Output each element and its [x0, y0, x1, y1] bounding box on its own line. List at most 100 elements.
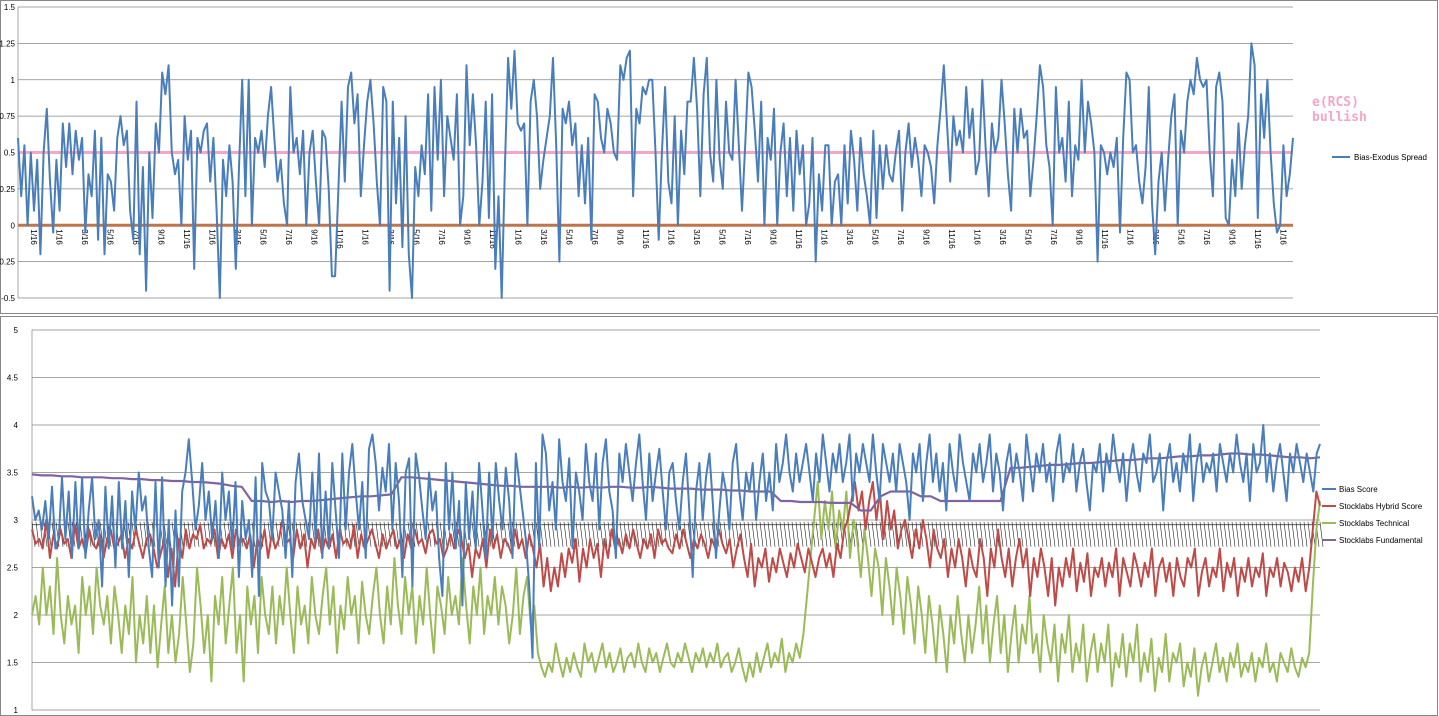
x-tick-mark: [979, 521, 984, 547]
x-tick-mark: [543, 521, 548, 547]
x-tick-mark: [1287, 521, 1292, 547]
x-tick-mark: [1251, 521, 1256, 547]
x-tick-mark: [1295, 521, 1300, 547]
x-tick-mark: [99, 521, 104, 547]
x-tick-mark: [1211, 521, 1216, 547]
x-tick-label: 3/16: [692, 229, 701, 245]
x-tick-mark: [1303, 521, 1308, 547]
x-tick-mark: [1139, 521, 1144, 547]
x-tick-label: 1/16: [819, 229, 828, 245]
y-tick-label: 4.5: [7, 374, 19, 383]
x-tick-label: 5/16: [105, 229, 114, 245]
x-tick-mark: [635, 521, 640, 547]
x-tick-label: 1/16: [666, 229, 675, 245]
x-tick-mark: [35, 521, 40, 547]
x-tick-mark: [731, 521, 736, 547]
x-tick-mark: [551, 521, 556, 547]
x-tick-mark: [1059, 521, 1064, 547]
x-tick-mark: [507, 521, 512, 547]
x-tick-label: 7/16: [131, 229, 140, 245]
x-tick-mark: [1135, 521, 1140, 547]
x-tick-label: 1/16: [54, 229, 63, 245]
x-tick-mark: [871, 521, 876, 547]
x-tick-mark: [1163, 521, 1168, 547]
x-tick-label: 1/16: [1278, 229, 1287, 245]
x-tick-mark: [1107, 521, 1112, 547]
x-tick-mark: [1075, 521, 1080, 547]
x-tick-label: 7/16: [743, 229, 752, 245]
x-tick-mark: [1183, 521, 1188, 547]
y-tick-label: -0.25: [0, 258, 16, 267]
x-tick-mark: [1283, 521, 1288, 547]
x-tick-mark: [1175, 521, 1180, 547]
legend-label-technical: Stocklabs Technical: [1339, 519, 1409, 528]
x-tick-label: 1/16: [513, 229, 522, 245]
x-tick-mark: [1179, 521, 1184, 547]
x-tick-mark: [771, 521, 776, 547]
x-tick-mark: [1047, 521, 1052, 547]
x-tick-mark: [975, 521, 980, 547]
x-tick-mark: [951, 521, 956, 547]
legend-label-fundamental: Stocklabs Fundamental: [1339, 536, 1423, 545]
x-tick-mark: [867, 521, 872, 547]
spread-chart: -0.5 -0.25 0 0.25 0.5 0.75 1 1.25 1.5 1/16 1/16 3/…: [0, 0, 1438, 314]
x-tick-label: 11/16: [641, 229, 650, 249]
x-tick-mark: [91, 521, 96, 547]
y-tick-label: 0.25: [0, 185, 16, 194]
x-tick-mark: [755, 521, 760, 547]
x-tick-mark: [139, 521, 144, 547]
x-tick-mark: [343, 521, 348, 547]
x-tick-label: 5/16: [411, 229, 420, 245]
x-tick-label: 9/16: [1227, 229, 1236, 245]
y-tick-label: 0.75: [0, 112, 16, 121]
x-tick-mark: [787, 521, 792, 547]
x-tick-mark: [647, 521, 652, 547]
y-tick-label: 3: [14, 516, 19, 525]
x-tick-mark: [879, 521, 884, 547]
x-tick-label: 5/16: [258, 229, 267, 245]
x-tick-mark: [651, 521, 656, 547]
x-tick-mark: [375, 521, 380, 547]
x-tick-mark: [1035, 521, 1040, 547]
x-tick-mark: [1207, 521, 1212, 547]
x-tick-mark: [807, 521, 812, 547]
x-tick-mark: [383, 521, 388, 547]
x-tick-mark: [1007, 521, 1012, 547]
x-tick-mark: [355, 521, 360, 547]
x-tick-mark: [987, 521, 992, 547]
x-tick-mark: [791, 521, 796, 547]
x-tick-label: 9/16: [768, 229, 777, 245]
y-tick-label: 5: [14, 326, 19, 335]
x-tick-mark: [1079, 521, 1084, 547]
x-tick-mark: [1071, 521, 1076, 547]
x-tick-mark: [1195, 521, 1200, 547]
x-tick-mark: [1267, 521, 1272, 547]
x-tick-mark: [1123, 521, 1128, 547]
y-tick-label: 1.5: [4, 3, 16, 12]
x-tick-mark: [1307, 521, 1312, 547]
x-tick-label: 3/16: [539, 229, 548, 245]
x-tick-mark: [595, 521, 600, 547]
x-tick-mark: [1191, 521, 1196, 547]
x-tick-mark: [1083, 521, 1088, 547]
y-tick-label: 4: [14, 421, 19, 430]
x-tick-mark: [1291, 521, 1296, 547]
x-tick-mark: [1159, 521, 1164, 547]
annotation-line-2: bullish: [1312, 110, 1367, 125]
x-tick-label: 3/16: [998, 229, 1007, 245]
x-tick-label: 9/16: [309, 229, 318, 245]
x-tick-mark: [1199, 521, 1204, 547]
x-tick-mark: [1155, 521, 1160, 547]
x-tick-mark: [1051, 521, 1056, 547]
x-tick-mark: [935, 521, 940, 547]
x-tick-mark: [759, 521, 764, 547]
x-tick-mark: [763, 521, 768, 547]
x-tick-label: 5/16: [1176, 229, 1185, 245]
x-tick-mark: [387, 521, 392, 547]
x-tick-mark: [579, 521, 584, 547]
scores-chart-series: [31, 424, 1321, 697]
x-tick-mark: [1087, 521, 1092, 547]
x-tick-mark: [903, 521, 908, 547]
legend-label-bias-exodus-spread: Bias-Exodus Spread: [1354, 153, 1427, 162]
